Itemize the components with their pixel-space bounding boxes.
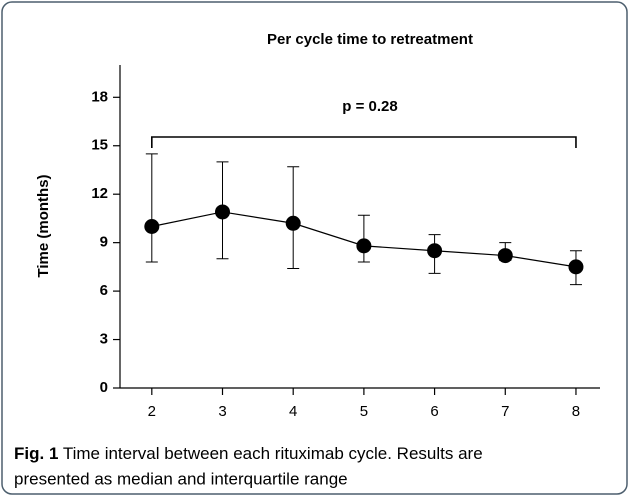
x-tick-label: 7 — [501, 403, 509, 420]
x-tick-label: 4 — [289, 403, 297, 420]
y-axis-label: Time (months) — [35, 174, 52, 277]
y-tick-label: 12 — [91, 185, 108, 202]
x-tick-label: 6 — [430, 403, 438, 420]
chart-title: Per cycle time to retreatment — [267, 31, 473, 48]
caption-text: presented as median and interquartile ra… — [14, 469, 348, 488]
marker — [144, 219, 160, 234]
error-bar — [145, 153, 158, 263]
marker — [427, 243, 443, 259]
marker — [568, 259, 584, 275]
y-tick-label: 0 — [100, 379, 108, 396]
x-tick-label: 5 — [360, 403, 368, 420]
x-tick-label: 2 — [148, 403, 156, 420]
marker — [356, 238, 372, 254]
bracket — [151, 136, 577, 148]
caption-label: Fig. 1 — [14, 444, 58, 463]
caption-line: Fig. 1 Time interval between each rituxi… — [14, 444, 483, 463]
y-tick-label: 6 — [100, 282, 108, 299]
marker — [215, 204, 231, 220]
y-tick-label: 3 — [100, 331, 108, 348]
caption-text: Time interval between each rituximab cyc… — [63, 444, 483, 463]
x-tick-label: 8 — [572, 403, 580, 420]
y-tick-label: 18 — [91, 88, 108, 105]
y-tick-label: 15 — [91, 137, 108, 154]
marker — [285, 215, 301, 231]
y-tick-label: 9 — [100, 234, 108, 251]
annotation: p = 0.28 — [342, 98, 397, 115]
x-tick-label: 3 — [218, 403, 226, 420]
marker — [497, 248, 513, 264]
